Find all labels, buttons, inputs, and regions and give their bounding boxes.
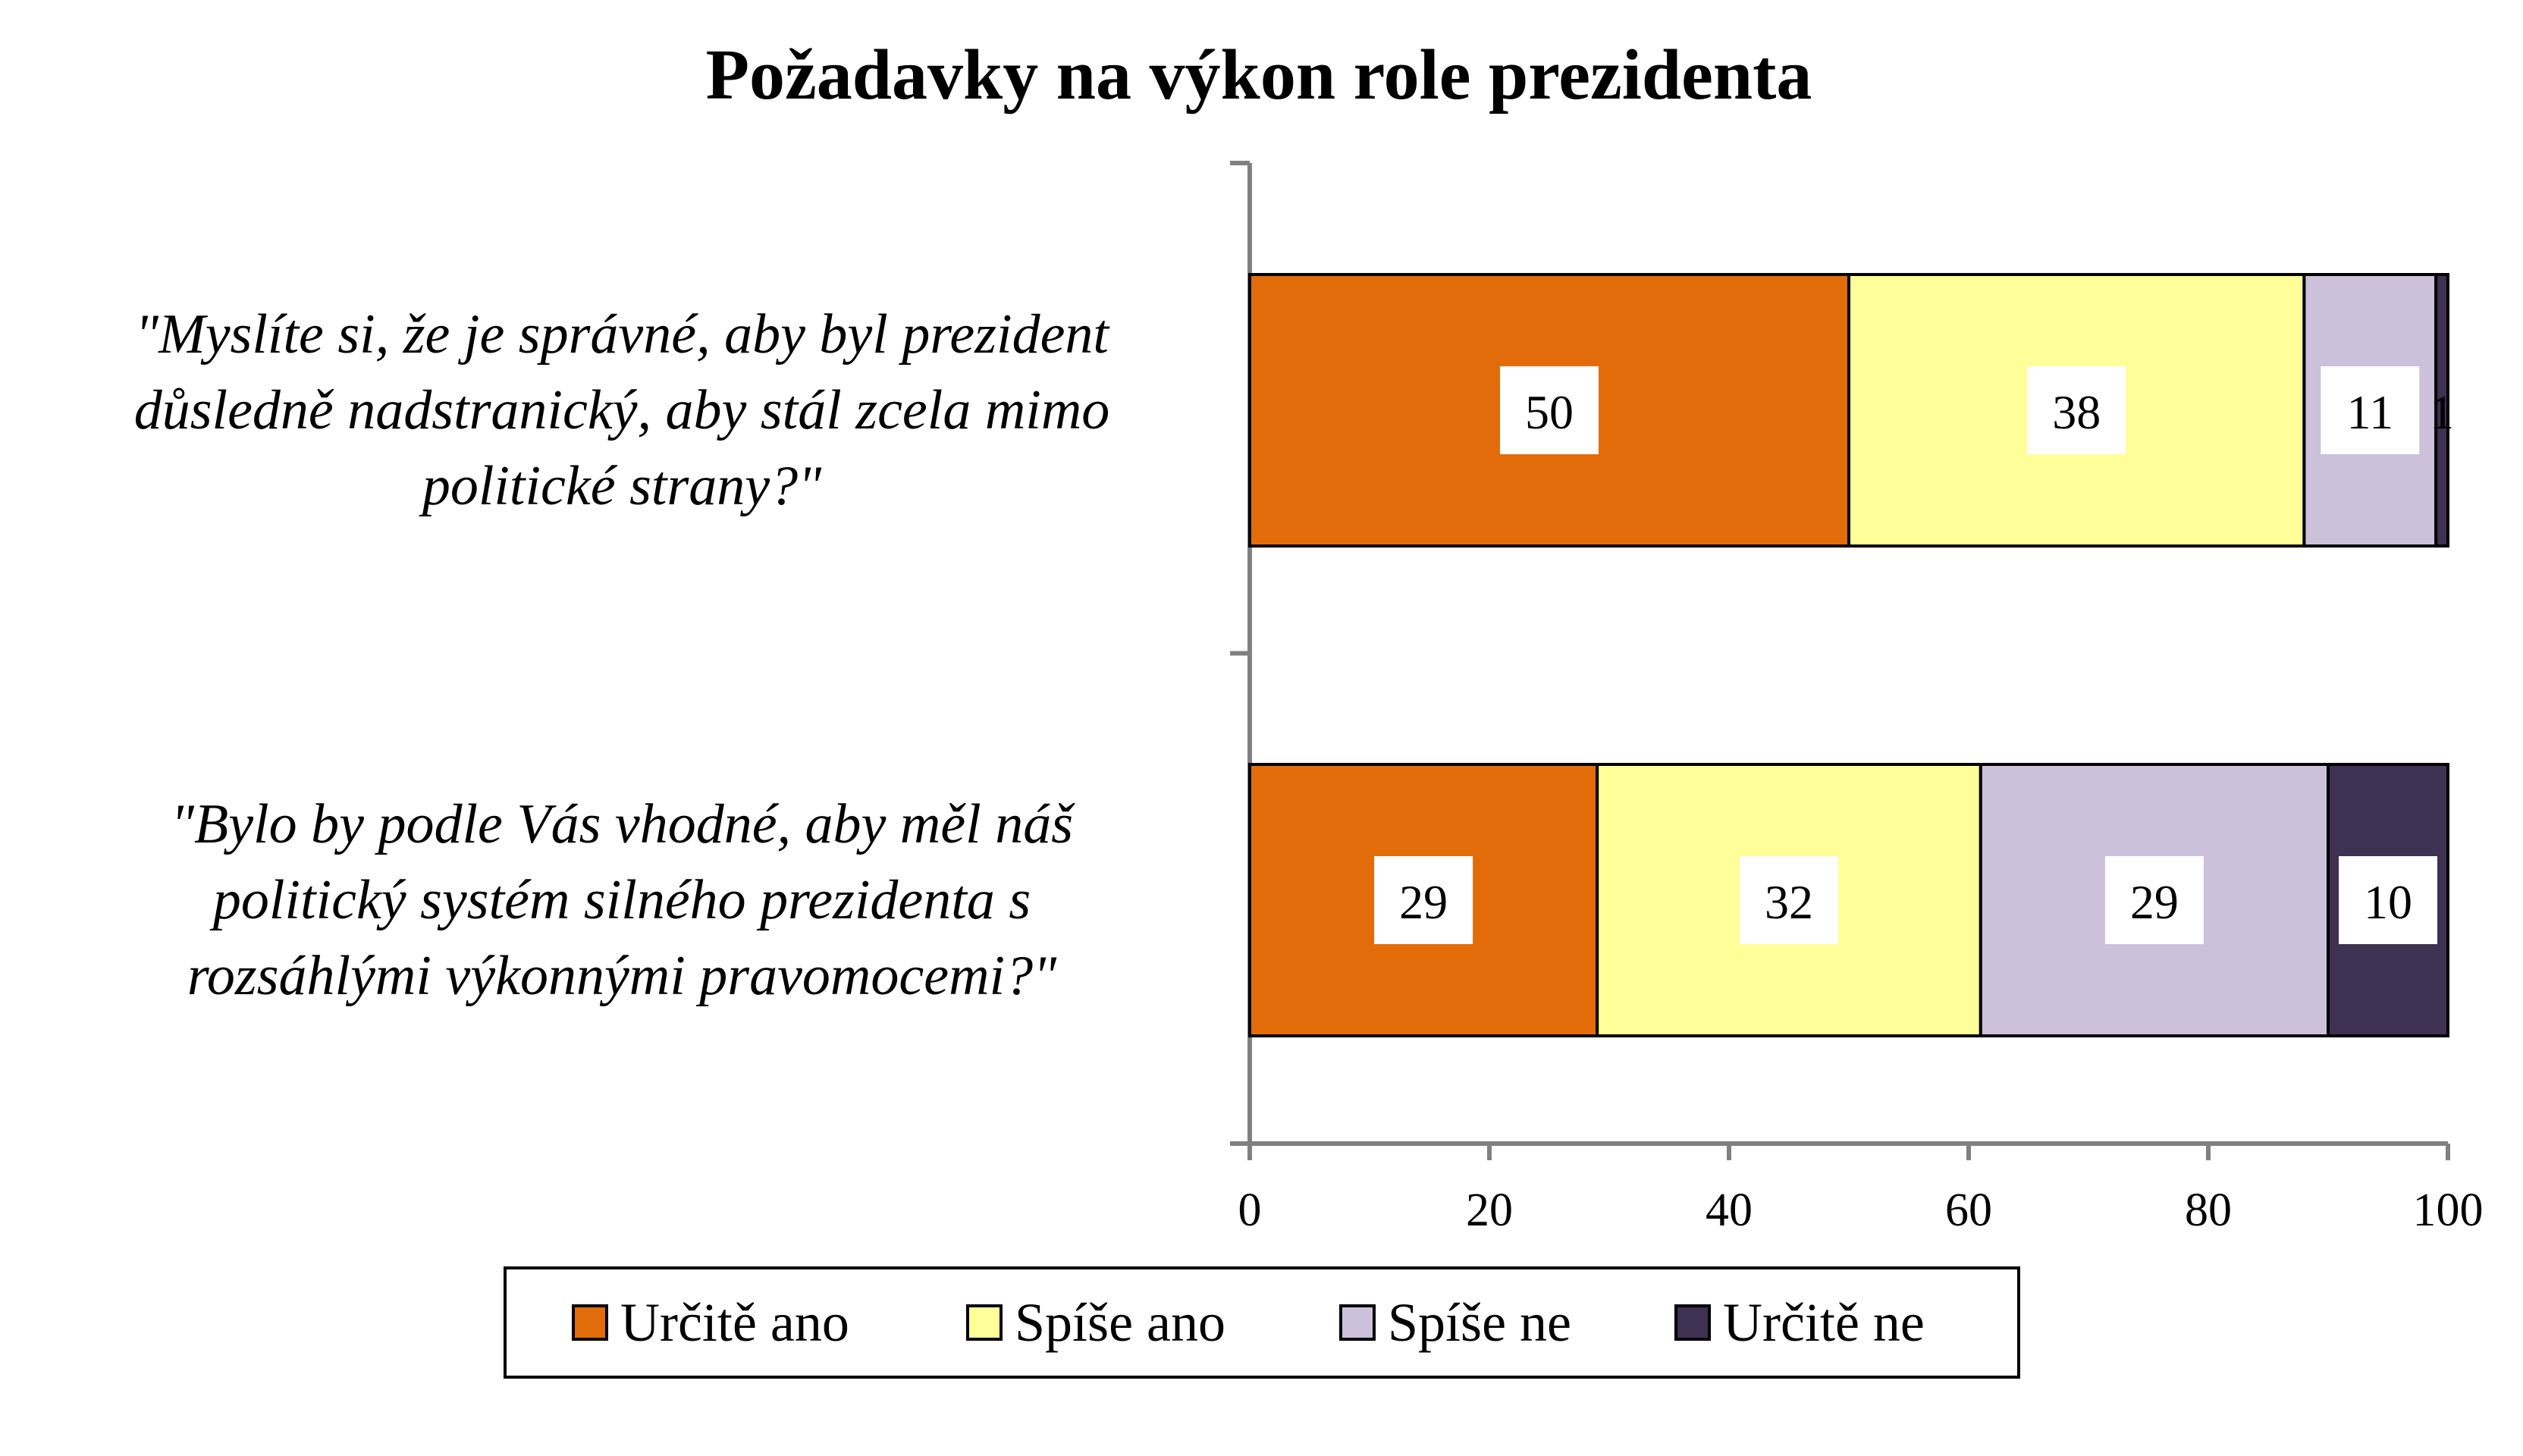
legend-swatch [572, 1304, 608, 1341]
legend-box [504, 1266, 2020, 1379]
x-tick-label: 80 [2185, 1185, 2232, 1236]
data-label: 11 [2346, 385, 2393, 439]
data-label-bg [1374, 856, 1473, 944]
data-label: 29 [2130, 875, 2179, 929]
x-tick-label: 20 [1466, 1185, 1513, 1236]
legend-swatch [1339, 1304, 1376, 1341]
legend: Určitě ano Spíše ano Spíše ne Určitě ne [504, 1266, 2020, 1379]
legend-swatch [966, 1304, 1003, 1341]
data-label: 1 [2430, 385, 2454, 439]
chart-title: Požadavky na výkon role prezidenta [706, 36, 1812, 115]
data-label: 10 [2364, 875, 2412, 929]
data-label-bg [2339, 856, 2437, 944]
category-label-line: "Myslíte si, že je správné, aby byl prez… [135, 303, 1110, 366]
data-label-bg [1740, 856, 1838, 944]
category-label: "Bylo by podle Vás vhodné, aby měl náš po… [171, 793, 1075, 1007]
legend-swatch [1674, 1304, 1711, 1341]
legend-label: Určitě ano [620, 1292, 849, 1353]
data-label: 29 [1399, 875, 1448, 929]
data-label-bg [1500, 366, 1599, 454]
data-label-bg [2104, 856, 2204, 944]
data-label: 38 [2052, 385, 2101, 439]
category-label-line: politické strany?" [419, 455, 822, 517]
category-label-line: rozsáhlými výkonnými pravomocemi?" [187, 945, 1057, 1007]
legend-label: Spíše ano [1015, 1292, 1225, 1353]
bar-segment [2434, 273, 2449, 548]
category-label-line: politický systém silného prezidenta s [209, 869, 1031, 931]
x-tick-label: 60 [1945, 1185, 1992, 1236]
data-label: 32 [1765, 875, 1813, 929]
data-label-bg [2027, 366, 2126, 454]
x-tick-label: 100 [2413, 1185, 2484, 1236]
category-label: "Myslíte si, že je správné, aby byl prez… [134, 303, 1111, 517]
x-tick-label: 0 [1238, 1185, 1262, 1236]
data-label-bg [2321, 366, 2420, 454]
category-label-line: "Bylo by podle Vás vhodné, aby měl náš [171, 793, 1075, 855]
data-label: 50 [1525, 385, 1574, 439]
legend-label: Určitě ne [1723, 1292, 1925, 1353]
legend-label: Spíše ne [1388, 1292, 1571, 1353]
category-label-line: důsledně nadstranický, aby stál zcela mi… [134, 379, 1110, 441]
x-tick-label: 40 [1706, 1185, 1753, 1236]
